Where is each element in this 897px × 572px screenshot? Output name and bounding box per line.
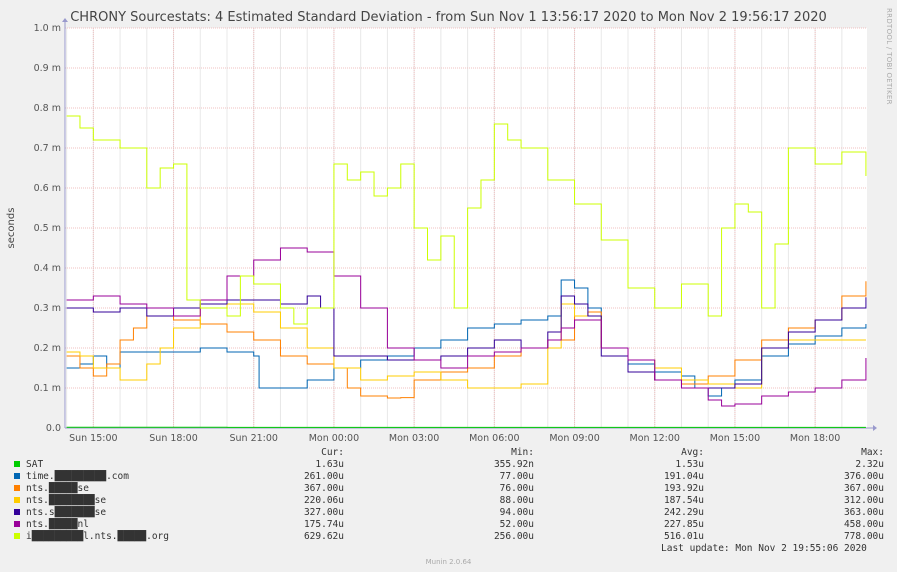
legend-avg-value: 516.01u [663, 531, 704, 542]
series-line [66, 247, 867, 407]
legend-cur-value: 1.63u [315, 459, 344, 470]
legend-series-name: nts.█████nl [26, 519, 89, 530]
legend-cur-value: 261.00u [303, 471, 344, 482]
legend-cur-value: 175.74u [303, 519, 344, 530]
legend-header-max: Max: [861, 447, 884, 458]
legend-swatch [14, 497, 20, 503]
legend-swatch [14, 473, 20, 479]
x-tick-label: Mon 12:00 [630, 433, 680, 444]
rrdtool-credit: RRDTOOL / TOBI OETIKER [885, 8, 893, 105]
x-tick-label: Mon 06:00 [469, 433, 519, 444]
legend-avg-value: 1.53u [675, 459, 704, 470]
legend-header-cur: Cur: [321, 447, 344, 458]
y-tick-label: 0.7 m [34, 143, 61, 154]
legend-swatch [14, 509, 20, 515]
y-axis-label: seconds [6, 208, 17, 249]
legend-cur-value: 327.00u [303, 507, 344, 518]
legend-max-value: 376.00u [843, 471, 884, 482]
legend-swatch [14, 521, 20, 527]
legend-max-value: 778.00u [843, 531, 884, 542]
legend-min-value: 76.00u [499, 483, 534, 494]
legend-series-name: SAT [26, 459, 44, 470]
legend-series-name: time.█████████.com [26, 471, 129, 482]
series-line [66, 303, 866, 389]
legend-series-name: nts.█████se [26, 483, 89, 494]
legend-header-avg: Avg: [681, 447, 704, 458]
y-tick-label: 0.1 m [34, 383, 61, 394]
y-tick-label: 0.8 m [34, 103, 61, 114]
y-tick-label: 0.0 [46, 423, 61, 434]
legend-min-value: 355.92n [493, 459, 534, 470]
legend-min-value: 94.00u [499, 507, 534, 518]
legend-min-value: 88.00u [499, 495, 534, 506]
legend-swatch [14, 533, 20, 539]
legend-avg-value: 242.29u [663, 507, 704, 518]
legend-swatch [14, 485, 20, 491]
x-tick-label: Mon 18:00 [790, 433, 840, 444]
y-tick-label: 0.4 m [34, 263, 61, 274]
legend-avg-value: 227.85u [663, 519, 704, 530]
legend-cur-value: 367.00u [303, 483, 344, 494]
series-line [66, 295, 867, 389]
legend-max-value: 312.00u [843, 495, 884, 506]
legend-min-value: 52.00u [499, 519, 534, 530]
legend-avg-value: 187.54u [663, 495, 704, 506]
legend-series-name: nts.s███████se [26, 507, 107, 518]
series-line [66, 115, 867, 325]
legend-swatch [14, 461, 20, 467]
y-tick-label: 0.3 m [34, 303, 61, 314]
last-update: Last update: Mon Nov 2 19:55:06 2020 [661, 543, 867, 554]
legend-avg-value: 193.92u [663, 483, 704, 494]
legend-cur-value: 220.06u [303, 495, 344, 506]
legend-avg-value: 191.04u [663, 471, 704, 482]
legend-max-value: 2.32u [855, 459, 884, 470]
legend-series-name: nts.████████se [26, 495, 107, 506]
legend-cur-value: 629.62u [303, 531, 344, 542]
y-tick-label: 0.9 m [34, 63, 61, 74]
x-tick-label: Sun 21:00 [229, 433, 277, 444]
chart: 0.0 0.1 m 0.2 m 0.3 m 0.4 m 0.5 m 0.6 m 0.7 m 0.… [6, 18, 877, 444]
legend-series-name: i█████████l.nts.█████.org [26, 531, 169, 542]
y-tick-label: 0.5 m [34, 223, 61, 234]
y-axis-arrow [62, 18, 68, 22]
legend-max-value: 458.00u [843, 519, 884, 530]
legend-max-value: 363.00u [843, 507, 884, 518]
x-tick-label: Mon 03:00 [389, 433, 439, 444]
x-tick-label: Mon 09:00 [549, 433, 599, 444]
chart-title: CHRONY Sourcestats: 4 Estimated Standard… [70, 10, 827, 25]
y-tick-label: 0.6 m [34, 183, 61, 194]
y-tick-label: 0.2 m [34, 343, 61, 354]
legend-min-value: 256.00u [493, 531, 534, 542]
legend-header-min: Min: [511, 447, 534, 458]
y-tick-label: 1.0 m [34, 23, 61, 34]
legend-max-value: 367.00u [843, 483, 884, 494]
x-tick-label: Sun 18:00 [149, 433, 197, 444]
legend-min-value: 77.00u [499, 471, 534, 482]
x-tick-label: Mon 15:00 [710, 433, 760, 444]
plot-area: 0.0 0.1 m 0.2 m 0.3 m 0.4 m 0.5 m 0.6 m 0.7 m 0.… [6, 18, 877, 444]
x-axis-arrow [873, 425, 877, 431]
x-tick-label: Mon 00:00 [309, 433, 359, 444]
munin-version: Munin 2.0.64 [425, 558, 472, 566]
x-tick-label: Sun 15:00 [69, 433, 117, 444]
